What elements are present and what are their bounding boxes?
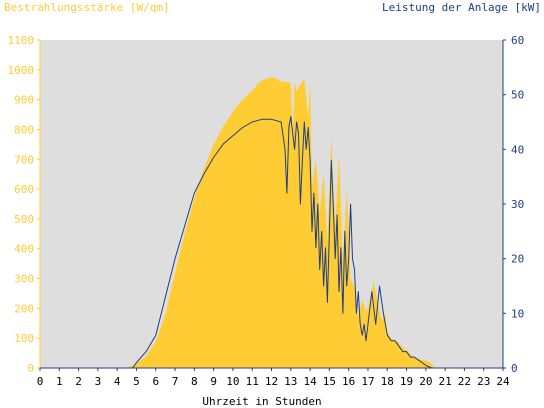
left-tick-label: 600 [14, 183, 34, 196]
left-tick-label: 300 [14, 273, 34, 286]
x-tick-label: 18 [381, 375, 394, 388]
left-tick-label: 0 [27, 362, 34, 375]
x-tick-label: 9 [210, 375, 217, 388]
left-tick-label: 900 [14, 94, 34, 107]
left-tick-label: 800 [14, 123, 34, 136]
x-tick-label: 1 [56, 375, 63, 388]
x-tick-label: 8 [191, 375, 198, 388]
x-tick-label: 22 [458, 375, 471, 388]
x-tick-label: 7 [172, 375, 179, 388]
x-tick-label: 6 [152, 375, 159, 388]
x-tick-label: 13 [284, 375, 297, 388]
x-tick-label: 10 [226, 375, 239, 388]
right-tick-label: 20 [511, 253, 524, 266]
x-tick-label: 17 [361, 375, 374, 388]
x-tick-label: 14 [303, 375, 317, 388]
x-tick-label: 16 [342, 375, 355, 388]
power-line [40, 116, 503, 369]
x-tick-label: 0 [37, 375, 44, 388]
x-tick-label: 19 [400, 375, 413, 388]
x-tick-label: 5 [133, 375, 140, 388]
x-tick-label: 12 [265, 375, 278, 388]
left-tick-label: 200 [14, 302, 34, 315]
x-tick-label: 20 [419, 375, 432, 388]
x-tick-label: 2 [75, 375, 82, 388]
left-tick-label: 400 [14, 243, 34, 256]
right-tick-label: 0 [511, 362, 518, 375]
right-tick-label: 30 [511, 198, 524, 211]
right-tick-label: 40 [511, 143, 524, 156]
axes-group: 0100200300400500600700800900100011000102… [8, 34, 525, 388]
x-tick-label: 4 [114, 375, 121, 388]
irradiance-area [40, 77, 503, 369]
left-tick-label: 1000 [8, 64, 35, 77]
right-axis-title: Leistung der Anlage [kW] [382, 1, 541, 14]
left-tick-label: 1100 [8, 34, 35, 47]
x-tick-label: 21 [439, 375, 452, 388]
x-tick-label: 3 [95, 375, 102, 388]
left-axis-title: Bestrahlungsstärke [W/qm] [4, 1, 170, 14]
x-tick-label: 24 [496, 375, 510, 388]
x-tick-label: 11 [246, 375, 259, 388]
x-axis-label: Uhrzeit in Stunden [202, 395, 321, 408]
left-tick-label: 100 [14, 332, 34, 345]
right-tick-label: 10 [511, 307, 524, 320]
right-tick-label: 60 [511, 34, 524, 47]
x-tick-label: 23 [477, 375, 490, 388]
right-tick-label: 50 [511, 89, 524, 102]
left-tick-label: 700 [14, 153, 34, 166]
series-group [40, 77, 503, 369]
x-tick-label: 15 [323, 375, 336, 388]
left-tick-label: 500 [14, 213, 34, 226]
